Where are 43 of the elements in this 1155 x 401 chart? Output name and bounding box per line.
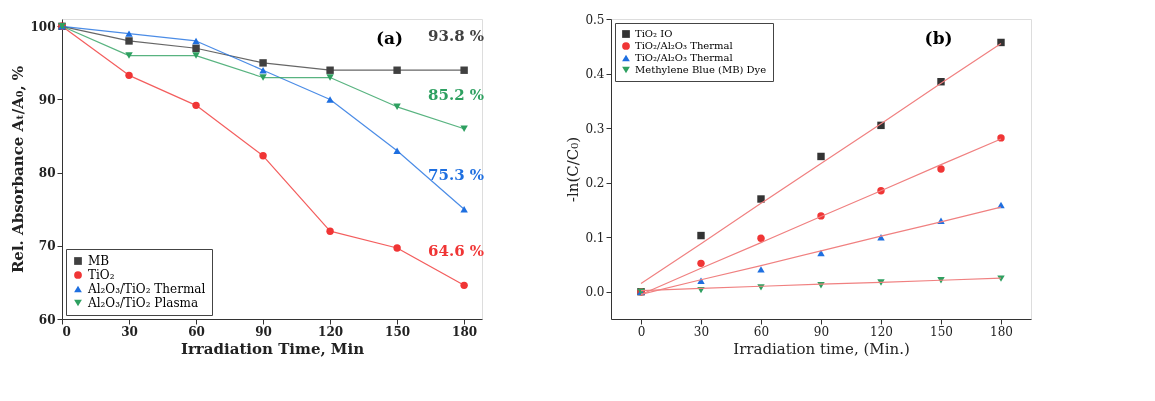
x-tick-label: 0 (637, 324, 646, 339)
x-tick-label: 30 (693, 324, 710, 339)
annotation: (b) (924, 28, 953, 48)
legend-label: Al₂O₃/TiO₂ Plasma (87, 296, 199, 310)
y-tick-label: 0.4 (585, 67, 605, 82)
y-tick-label: 60 (38, 312, 56, 327)
legend-label: TiO₂ IO (635, 28, 673, 39)
legend-label: MB (88, 254, 110, 268)
legend-label: Methylene Blue (MB) Dye (635, 64, 767, 75)
x-tick-label: 120 (870, 324, 893, 339)
y-tick-label: 0.0 (585, 285, 605, 300)
annotation: 85.2 % (428, 85, 485, 104)
x-tick-label: 0 (62, 324, 71, 339)
y-tick-label: 0.3 (585, 121, 605, 136)
y-tick-label: 70 (38, 239, 56, 254)
y-tick-label: 0.1 (585, 230, 605, 245)
y-tick-label: 80 (38, 166, 56, 181)
x-tick-label: 120 (318, 324, 344, 339)
legend-label: Al₂O₃/TiO₂ Thermal (87, 282, 206, 296)
x-tick-label: 150 (930, 324, 953, 339)
x-tick-label: 90 (255, 324, 272, 339)
x-axis-title: Irradiation time, (Min.) (733, 339, 910, 358)
annotation: (a) (376, 28, 404, 48)
x-tick-label: 180 (990, 324, 1013, 339)
legend-label: TiO₂/Al₂O₃ Thermal (635, 40, 733, 51)
annotation: 93.8 % (428, 27, 485, 46)
x-tick-label: 30 (121, 324, 138, 339)
legend-label: TiO₂ (88, 268, 115, 282)
y-tick-label: 0.5 (585, 12, 605, 27)
y-tick-label: 90 (38, 92, 56, 107)
annotation: 75.3 % (428, 166, 485, 185)
x-tick-label: 90 (813, 324, 830, 339)
y-axis-title: Rel. Absorbance Aₜ/A₀, % (9, 65, 28, 274)
x-axis-title: Irradiation Time, Min (180, 339, 365, 358)
y-axis-title: -ln(C/C₀) (564, 136, 583, 203)
x-tick-label: 180 (452, 324, 478, 339)
legend-label: TiO₂/Al₂O₃ Thermal (635, 52, 733, 63)
y-tick-label: 0.2 (585, 176, 605, 191)
x-tick-label: 150 (385, 324, 411, 339)
x-tick-label: 60 (188, 324, 205, 339)
y-tick-label: 100 (30, 19, 56, 34)
annotation: 64.6 % (428, 242, 485, 261)
x-tick-label: 60 (753, 324, 770, 339)
